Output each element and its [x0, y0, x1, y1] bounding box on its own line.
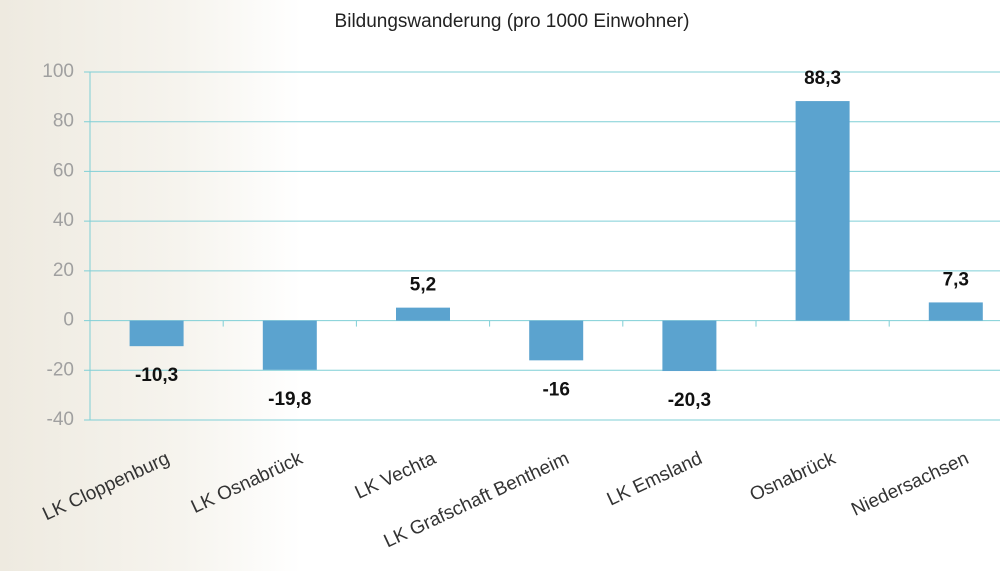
y-tick-label: 0: [63, 310, 74, 331]
value-label: 7,3: [943, 269, 969, 290]
chart-title: Bildungswanderung (pro 1000 Einwohner): [335, 11, 690, 32]
value-label: 88,3: [804, 68, 841, 89]
bar: [396, 307, 450, 321]
bar: [928, 302, 983, 321]
value-label: -19,8: [268, 389, 311, 410]
y-tick-label: -40: [47, 409, 74, 430]
y-tick-label: 80: [53, 111, 74, 132]
y-tick-label: 100: [42, 61, 74, 82]
bar: [529, 320, 584, 361]
bar: [795, 101, 850, 321]
value-label: -10,3: [135, 365, 178, 386]
value-label: 5,2: [410, 275, 436, 296]
bar: [262, 320, 317, 370]
value-label: -16: [542, 379, 569, 400]
y-tick-label: 40: [53, 210, 74, 231]
bar: [129, 320, 184, 347]
y-tick-label: 20: [53, 260, 74, 281]
y-tick-label: 60: [53, 160, 74, 181]
y-tick-label: -20: [47, 359, 74, 380]
bar: [662, 320, 717, 372]
value-label: -20,3: [668, 390, 711, 411]
